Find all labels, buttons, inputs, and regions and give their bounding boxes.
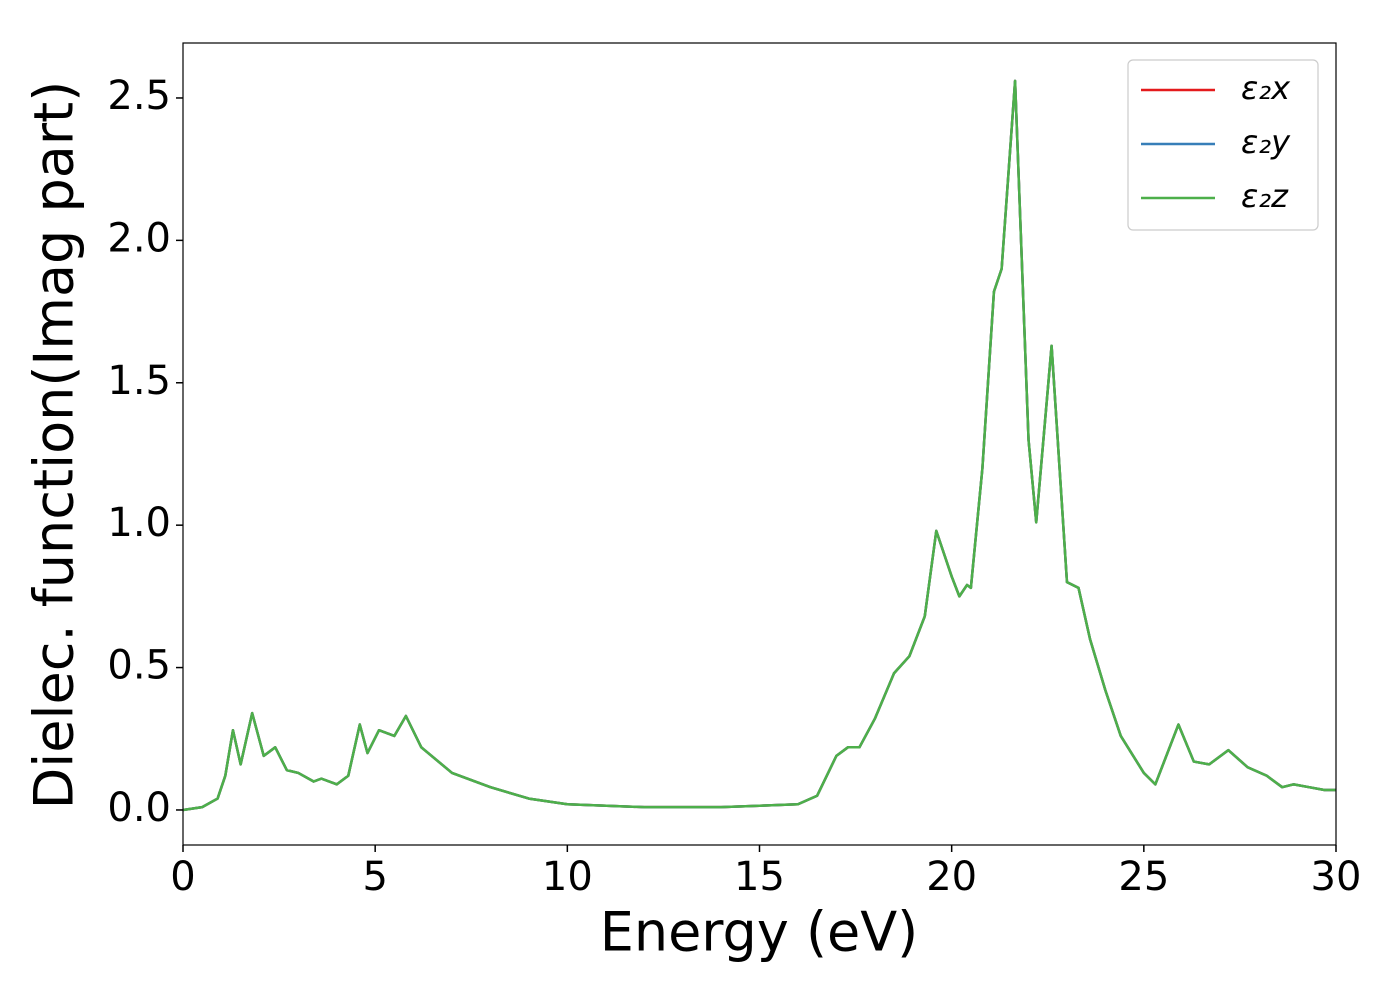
x-tick-label: 30 — [1311, 854, 1362, 900]
y-tick-label: 1.5 — [107, 358, 171, 404]
legend-label: ε₂z — [1241, 177, 1289, 215]
x-tick-label: 10 — [542, 854, 593, 900]
series-line — [182, 79, 1336, 812]
legend-label: ε₂x — [1241, 69, 1291, 107]
x-tick-label: 15 — [734, 854, 785, 900]
x-axis-label: Energy (eV) — [600, 901, 919, 964]
y-tick-label: 1.0 — [107, 500, 171, 546]
x-tick-label: 20 — [926, 854, 977, 900]
x-tick-label: 5 — [362, 854, 387, 900]
x-tick-label: 25 — [1118, 854, 1169, 900]
y-axis-label: Dielec. function(Imag part) — [23, 81, 86, 810]
plot-frame — [182, 42, 1337, 846]
y-tick-label: 2.0 — [107, 215, 171, 261]
legend-label: ε₂y — [1241, 123, 1291, 161]
legend-box — [1127, 59, 1319, 231]
y-tick-label: 0.5 — [107, 643, 171, 689]
x-tick-label: 0 — [170, 854, 195, 900]
y-tick-label: 2.5 — [107, 73, 171, 119]
y-tick-label: 0.0 — [107, 785, 171, 831]
